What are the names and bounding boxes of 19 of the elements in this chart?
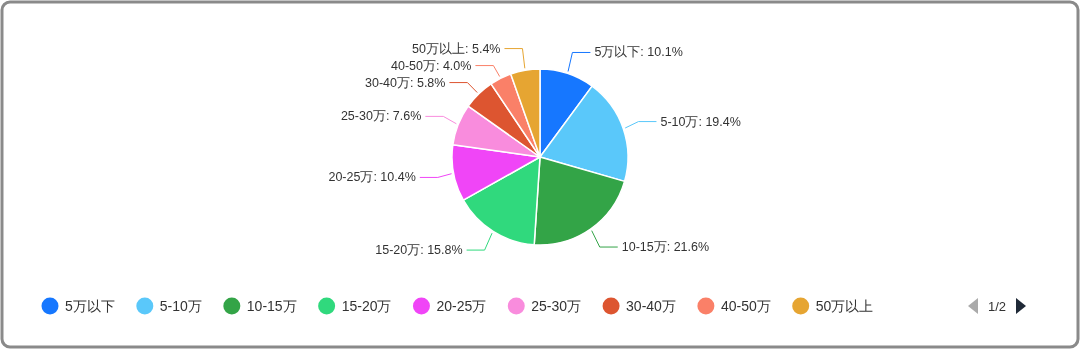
legend-label: 50万以上 — [815, 298, 874, 314]
legend-label: 30-40万 — [626, 298, 676, 314]
data-label: 30-40万: 5.8% — [365, 75, 446, 90]
legend-label: 15-20万 — [341, 298, 392, 314]
legend-label: 5-10万 — [159, 298, 202, 314]
data-label: 40-50万: 4.0% — [390, 58, 472, 73]
legend-label: 25-30万 — [531, 298, 582, 314]
data-label: 5-10万: 19.4% — [660, 114, 741, 129]
data-label: 25-30万: 7.6% — [340, 109, 422, 124]
data-label: 10-15万: 21.6% — [621, 240, 710, 255]
data-label: 50万以上: 5.4% — [412, 41, 501, 56]
legend-label: 40-50万 — [720, 298, 771, 314]
data-label: 15-20万: 15.8% — [375, 243, 463, 258]
legend-label: 20-25万 — [436, 298, 487, 314]
legend-label: 10-15万 — [246, 298, 297, 314]
legend-label: 5万以下 — [65, 298, 115, 314]
text: 1/2 — [987, 299, 1007, 314]
data-label: 5万以下: 10.1% — [594, 45, 683, 60]
data-label: 20-25万: 10.4% — [328, 170, 416, 185]
